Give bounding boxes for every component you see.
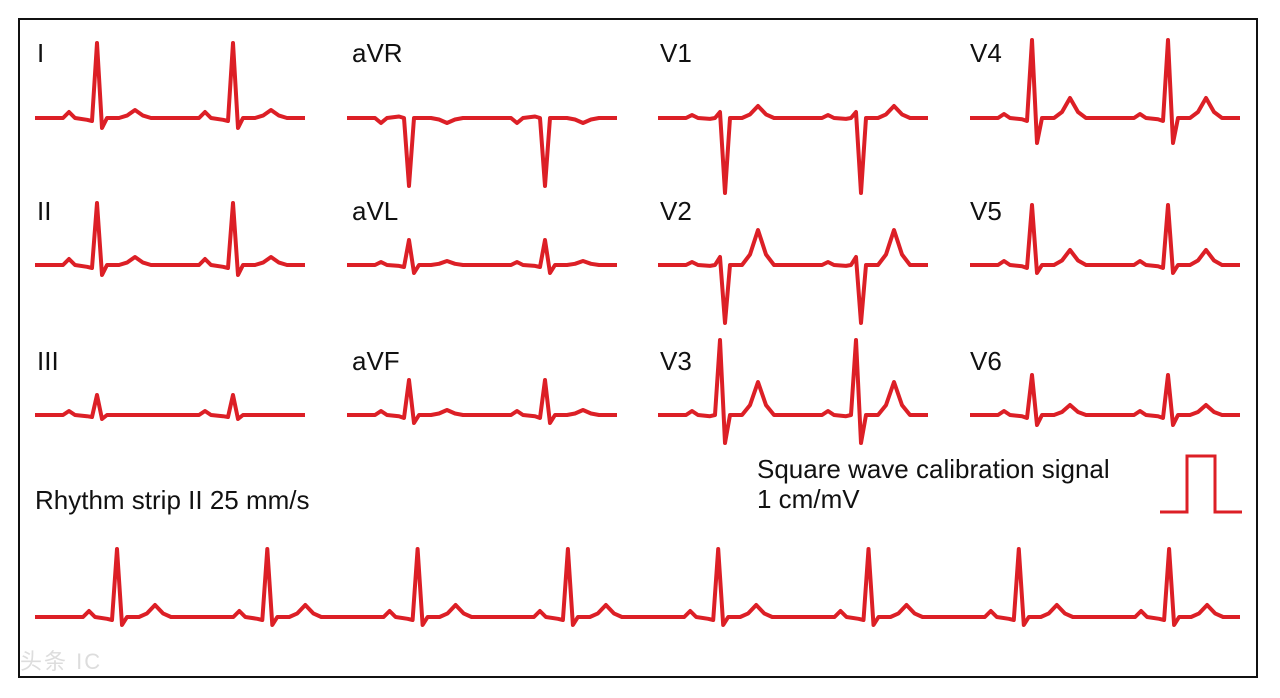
lead-label-aVF: aVF (352, 346, 400, 376)
ecg-trace-V5 (970, 203, 1240, 275)
lead-label-V2: V2 (660, 196, 692, 226)
lead-label-V6: V6 (970, 346, 1002, 376)
ecg-trace-II (35, 201, 305, 277)
calibration-label: Square wave calibration signal (757, 454, 1110, 484)
ecg-trace-aVR (347, 114, 617, 188)
lead-label-III: III (37, 346, 59, 376)
lead-label-II: II (37, 196, 52, 226)
lead-label-V4: V4 (970, 38, 1002, 68)
ecg-trace-aVL (347, 238, 617, 275)
ecg-trace-V2 (658, 228, 928, 325)
lead-label-aVL: aVL (352, 196, 399, 226)
watermark-logo: 头条 IC (20, 649, 103, 674)
lead-label-V5: V5 (970, 196, 1002, 226)
calibration-unit: 1 cm/mV (757, 484, 860, 514)
lead-label-I: I (37, 38, 45, 68)
ecg-trace-rhythm-strip (35, 547, 1240, 627)
rhythm-strip-label: Rhythm strip II 25 mm/s (35, 485, 310, 515)
ecg-trace-III (35, 393, 305, 421)
ecg-trace-V3 (658, 338, 928, 445)
ecg-trace-aVF (347, 378, 617, 425)
ecg-trace-V6 (970, 373, 1240, 427)
ecg-trace-V4 (970, 38, 1240, 145)
lead-label-V1: V1 (660, 38, 692, 68)
lead-label-V3: V3 (660, 346, 692, 376)
ecg-trace-I (35, 41, 305, 130)
ecg-frame (18, 18, 1258, 678)
lead-label-aVR: aVR (352, 38, 403, 68)
calibration-square-wave (1160, 454, 1242, 514)
ecg-trace-V1 (658, 104, 928, 195)
